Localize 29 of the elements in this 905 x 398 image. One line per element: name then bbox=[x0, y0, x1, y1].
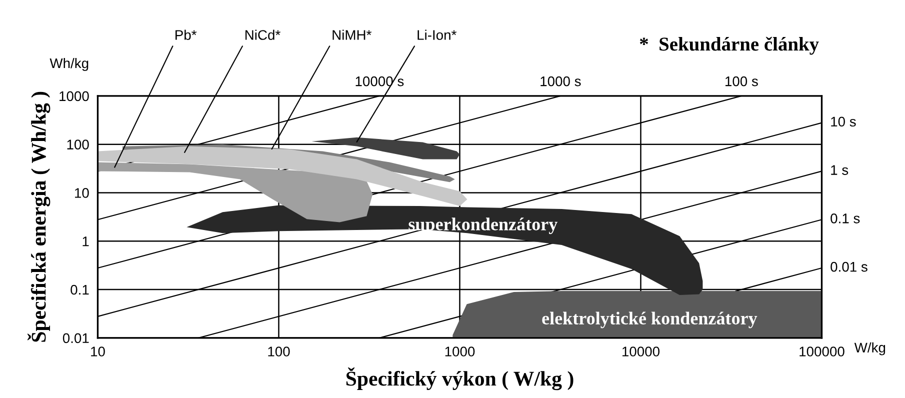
series-label: 10000 s bbox=[356, 76, 404, 86]
y-tick-label: 100 bbox=[67, 140, 89, 150]
y-axis-title: Špecifická energia ( Wh/kg ) bbox=[28, 92, 50, 342]
y-tick-label: 1 bbox=[82, 236, 89, 246]
series-label: 0.01 s bbox=[830, 262, 868, 272]
annotation: Pb* bbox=[176, 30, 197, 40]
series-label: 0.1 s bbox=[830, 214, 860, 224]
y-tick-label: 0.1 bbox=[70, 284, 89, 295]
series-label: 10 s bbox=[831, 116, 856, 127]
series-label: 1 s bbox=[831, 165, 848, 175]
x-axis-title: Špecifický výkon ( W/kg ) bbox=[346, 368, 574, 390]
annotation: superkondenzátory bbox=[408, 218, 558, 234]
y-tick-label: 10 bbox=[75, 188, 89, 198]
y-tick-label: 0.01 bbox=[62, 333, 89, 344]
x-tick-label: 100000 bbox=[800, 346, 844, 356]
text: Wh/kg bbox=[50, 58, 88, 71]
annotation: NiCd* bbox=[245, 30, 280, 40]
text: W/kg bbox=[854, 342, 886, 356]
text: * Sekundárne články bbox=[640, 36, 819, 55]
series-label: 100 s bbox=[726, 76, 758, 86]
annotation: Li-Ion* bbox=[418, 30, 456, 40]
y-tick-label: 1000 bbox=[60, 91, 89, 102]
annotation: elektrolytické kondenzátory bbox=[542, 312, 758, 328]
x-tick-label: 100 bbox=[268, 346, 290, 356]
annotation: NiMH* bbox=[332, 30, 372, 40]
series-label: 1000 s bbox=[540, 76, 581, 86]
x-tick-label: 10000 bbox=[622, 346, 660, 356]
x-tick-label: 10 bbox=[91, 346, 105, 356]
x-tick-label: 1000 bbox=[445, 346, 475, 356]
